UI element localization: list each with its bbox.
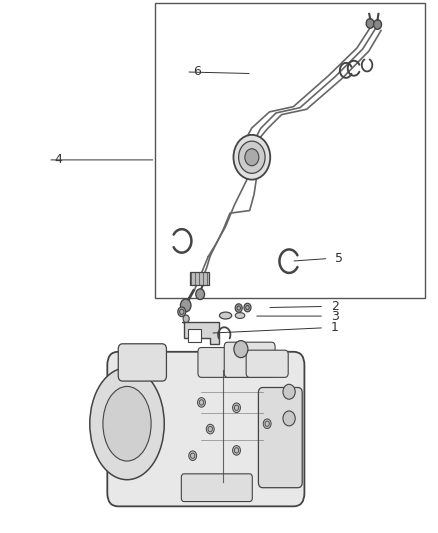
Circle shape [263,419,271,429]
Circle shape [366,19,374,28]
Bar [155,3,425,298]
Circle shape [234,341,248,358]
Circle shape [180,299,191,312]
Circle shape [239,141,265,173]
Circle shape [283,384,295,399]
FancyBboxPatch shape [224,342,275,377]
Bar [190,272,209,285]
Circle shape [235,304,242,312]
Text: 6: 6 [193,66,201,78]
Circle shape [198,398,205,407]
Circle shape [196,289,205,300]
Ellipse shape [219,312,232,319]
Circle shape [206,424,214,434]
Bar [188,329,201,342]
Circle shape [283,411,295,426]
Circle shape [233,446,240,455]
Ellipse shape [103,386,151,461]
Text: 4: 4 [55,154,63,166]
Text: 2: 2 [331,300,339,313]
Ellipse shape [235,312,245,318]
Circle shape [374,20,381,29]
Circle shape [233,135,270,180]
FancyBboxPatch shape [198,348,258,377]
Circle shape [189,451,197,461]
Circle shape [178,307,186,317]
Ellipse shape [90,368,164,480]
FancyBboxPatch shape [258,387,302,488]
Circle shape [244,303,251,312]
FancyBboxPatch shape [181,474,252,502]
FancyBboxPatch shape [107,352,304,506]
FancyBboxPatch shape [118,344,166,381]
FancyBboxPatch shape [246,350,288,377]
Text: 1: 1 [331,321,339,334]
Text: 3: 3 [331,310,339,322]
Circle shape [183,315,189,322]
Text: 5: 5 [335,252,343,265]
Circle shape [245,149,259,166]
Circle shape [233,403,240,413]
Polygon shape [182,322,219,344]
